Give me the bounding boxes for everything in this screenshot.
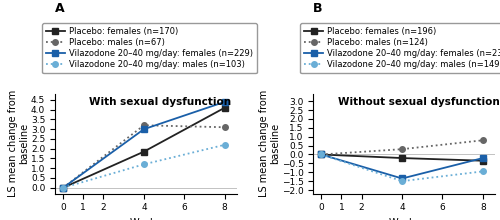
Legend: Placebo: females (n=170), Placebo: males (n=67), Vilazodone 20–40 mg/day: female: Placebo: females (n=170), Placebo: males…: [42, 23, 257, 73]
Text: Without sexual dysfunction: Without sexual dysfunction: [338, 97, 500, 107]
Text: A: A: [55, 2, 64, 15]
Text: B: B: [313, 2, 322, 15]
X-axis label: Weeks: Weeks: [130, 218, 162, 220]
Y-axis label: LS mean change from
baseline: LS mean change from baseline: [258, 90, 280, 198]
Legend: Placebo: females (n=196), Placebo: males (n=124), Vilazodone 20–40 mg/day: femal: Placebo: females (n=196), Placebo: males…: [300, 23, 500, 73]
X-axis label: Weeks: Weeks: [388, 218, 420, 220]
Y-axis label: LS mean change from
baseline: LS mean change from baseline: [8, 90, 30, 198]
Text: With sexual dysfunction: With sexual dysfunction: [90, 97, 232, 107]
